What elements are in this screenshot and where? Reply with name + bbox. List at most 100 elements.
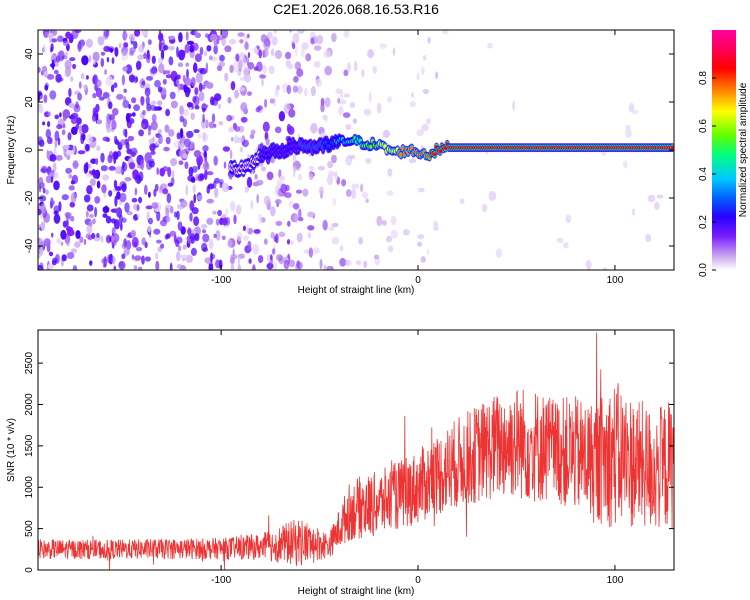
spectrogram-y-tick-label: 20 (24, 96, 35, 108)
spectrogram-cell (66, 150, 74, 156)
spectrogram-cell (339, 245, 344, 252)
ridge-core (369, 144, 373, 149)
spectrogram-cell (79, 236, 84, 244)
spectrogram-panel: -100 0 100 -40 -20 0 20 40 Height of straight … (6, 29, 675, 296)
spectrogram-cell (247, 153, 251, 159)
spectrogram-cell (270, 206, 276, 217)
spectrogram-cell (420, 256, 426, 263)
spectrogram-cell (307, 232, 312, 239)
spectrogram-cell (481, 203, 488, 212)
spectrogram-cell (70, 192, 77, 204)
spectrogram-cell (197, 173, 204, 182)
spectrogram-cell (114, 139, 120, 145)
spectrogram-cell (247, 240, 252, 250)
spectrogram-cell (262, 121, 270, 133)
spectrogram-cell (310, 86, 316, 97)
spectrogram-cell (159, 167, 165, 177)
spectrogram-cell (239, 51, 244, 60)
spectrogram-cell (331, 236, 340, 245)
spectrogram-cell (274, 198, 282, 205)
spectrogram-cell (422, 55, 427, 61)
spectrogram-cell (276, 179, 283, 187)
spectrogram-cell (267, 31, 273, 40)
spectrogram-cell (147, 225, 152, 233)
spectrogram-cell (126, 211, 133, 216)
spectrogram-cell (47, 111, 52, 117)
spectrogram-cell (228, 126, 235, 133)
spectrogram-cell (156, 167, 159, 176)
spectrogram-cell (656, 194, 664, 199)
spectrogram-cell (171, 170, 175, 180)
spectrogram-x-tick-label: 0 (415, 275, 421, 286)
spectrogram-cell (127, 135, 135, 142)
spectrogram-cell (150, 120, 158, 131)
spectrogram-cell (131, 197, 138, 203)
spectrogram-cell (82, 133, 86, 141)
spectrogram-cell (177, 245, 182, 252)
spectrogram-cell (320, 97, 325, 106)
spectrogram-cell (88, 54, 92, 63)
spectrogram-cell (258, 49, 262, 59)
spectrogram-cell (121, 74, 125, 86)
spectrogram-cell (487, 42, 493, 49)
spectrogram-cell (292, 165, 297, 173)
spectrogram-cell (165, 108, 171, 117)
spectrogram-cell (124, 32, 128, 39)
spectrogram-cell (327, 161, 334, 169)
spectrogram-cell (55, 254, 60, 264)
spectrogram-cell (266, 262, 274, 270)
spectrogram-cell (57, 35, 64, 43)
spectrogram-cell (221, 235, 226, 240)
spectrogram-cell (625, 128, 632, 138)
spectrogram-cell (141, 30, 149, 37)
spectrogram-cell (459, 198, 465, 205)
spectrogram-cell (85, 143, 90, 152)
spectrogram-cell (72, 160, 79, 170)
spectrogram-cell (68, 185, 75, 191)
spectrogram-cell (140, 96, 145, 106)
spectrogram-cell (145, 205, 153, 210)
colorbar: 0.0 0.2 0.4 0.6 0.8 Normalized spectral ampl… (698, 30, 749, 277)
spectrogram-cell (297, 173, 302, 181)
spectrogram-cell (111, 57, 115, 64)
spectrogram-cell (123, 42, 129, 48)
spectrogram-cell (167, 166, 172, 178)
spectrogram-cell (158, 63, 165, 74)
spectrogram-cell (310, 123, 318, 134)
spectrogram-cell (217, 209, 223, 217)
spectrogram-cell (154, 228, 159, 235)
spectrogram-cell (56, 124, 63, 130)
spectrogram-cell (249, 133, 255, 139)
spectrogram-cell (248, 258, 252, 264)
spectrogram-cell (343, 93, 351, 98)
spectrogram-cell (263, 238, 268, 245)
spectrogram-cell (72, 265, 78, 270)
spectrogram-cell (38, 208, 42, 216)
spectrogram-cell (150, 104, 156, 112)
spectrogram-cell (293, 76, 299, 83)
spectrogram-cell (83, 163, 89, 174)
spectrogram-cell (234, 89, 239, 99)
spectrogram-cell (284, 192, 292, 199)
spectrogram-cell (150, 150, 156, 155)
spectrogram-cell (202, 233, 210, 243)
spectrogram-cell (192, 96, 197, 103)
spectrogram-x-tick-label: -100 (211, 275, 231, 286)
spectrogram-cell (173, 140, 181, 148)
spectrogram-cell (188, 166, 194, 177)
spectrogram-cell (232, 248, 235, 257)
spectrogram-cell (308, 173, 314, 180)
spectrogram-cell (408, 158, 417, 163)
spectrogram-cell (361, 69, 365, 78)
spectrogram-cell (202, 113, 205, 124)
spectrogram-cell (368, 91, 372, 103)
spectrogram-cell (142, 109, 146, 116)
spectrogram-cell (194, 104, 200, 110)
spectrogram-cell (208, 263, 214, 270)
spectrogram-cell (108, 165, 116, 171)
spectrogram-cell (128, 162, 136, 170)
spectrogram-cell (244, 223, 250, 234)
spectrogram-cell (268, 65, 275, 75)
spectrogram-x-ticks: -100 0 100 (211, 30, 624, 286)
spectrogram-cell (346, 62, 351, 73)
